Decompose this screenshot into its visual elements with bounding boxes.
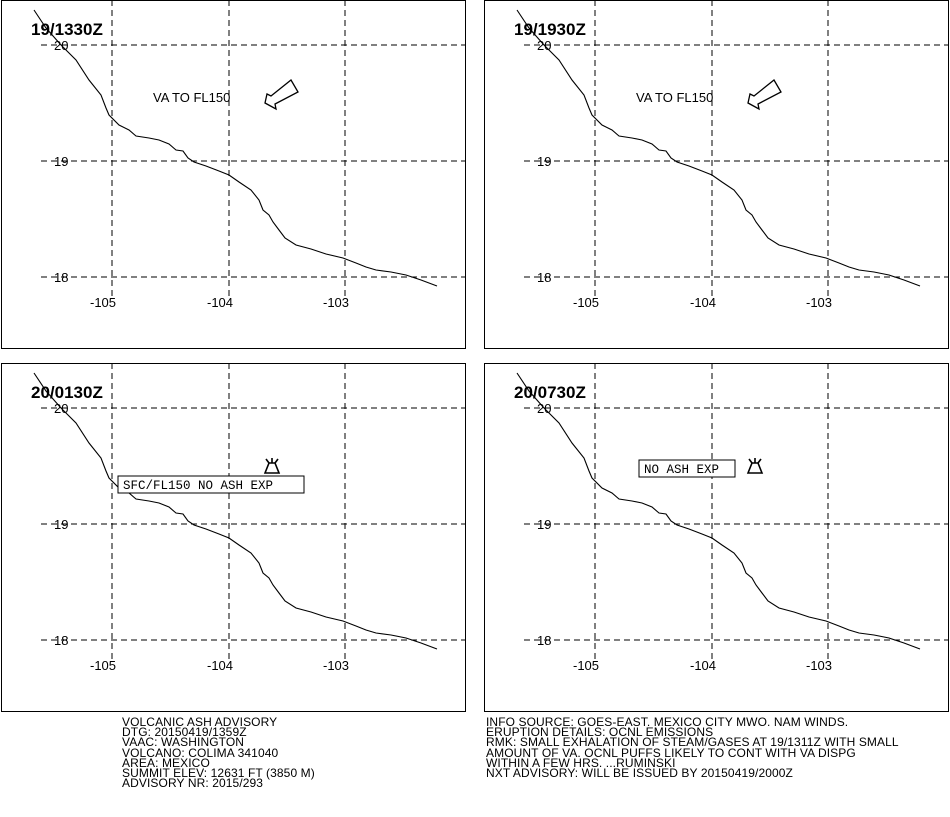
volcano-cone — [746, 462, 764, 474]
advisory-details-line: ERUPTION DETAILS: OCNL EMISSIONS — [486, 725, 714, 740]
latitude-label: 20 — [537, 401, 551, 416]
latitude-label: 20 — [54, 38, 68, 53]
latitude-label: 19 — [54, 517, 68, 532]
volcano-icon — [746, 458, 764, 474]
longitude-label: -103 — [323, 658, 349, 673]
advisory-details-block: INFO SOURCE: GOES-EAST. MEXICO CITY MWO.… — [486, 715, 899, 781]
coastline — [516, 372, 921, 650]
plume-arrow-icon — [747, 79, 782, 111]
advisory-details-line: AMOUNT OF VA. OCNL PUFFS LIKELY TO CONT … — [486, 745, 856, 760]
volcano-plume-strokes — [265, 458, 279, 464]
volcano-cone — [263, 462, 281, 474]
latitude-label: 18 — [537, 270, 551, 285]
advisory-details-line: INFO SOURCE: GOES-EAST. MEXICO CITY MWO.… — [486, 715, 849, 729]
panel-frame — [1, 363, 466, 712]
annotation-box — [117, 475, 305, 494]
advisory-header-line: VAAC: WASHINGTON — [122, 735, 245, 750]
longitude-label: -103 — [806, 295, 832, 310]
advisory-header-line: ADVISORY NR: 2015/293 — [122, 776, 264, 791]
advisory-details-line: RMK: SMALL EXHALATION OF STEAM/GASES AT … — [486, 735, 899, 750]
latitude-label: 18 — [537, 633, 551, 648]
advisory-header-line: AREA: MEXICO — [122, 755, 210, 770]
advisory-header-line: DTG: 20150419/1359Z — [122, 725, 247, 740]
annotation-text: VA TO FL150 — [636, 90, 713, 105]
longitude-label: -103 — [806, 658, 832, 673]
panel-time-label: 19/1930Z — [514, 20, 586, 39]
latitude-label: 18 — [54, 633, 68, 648]
coastline — [33, 9, 438, 287]
advisory-header-block: VOLCANIC ASH ADVISORY DTG: 20150419/1359Z… — [122, 715, 315, 791]
latitude-label: 19 — [537, 154, 551, 169]
advisory-header-line: VOLCANIC ASH ADVISORY — [122, 715, 278, 729]
volcano-icon — [263, 458, 281, 474]
longitude-label: -105 — [573, 658, 599, 673]
annotation-text: VA TO FL150 — [153, 90, 230, 105]
coastline — [516, 9, 921, 287]
latitude-label: 20 — [537, 38, 551, 53]
longitude-label: -104 — [207, 658, 233, 673]
longitude-label: -105 — [90, 295, 116, 310]
panel-time-label: 20/0130Z — [31, 383, 103, 402]
volcano-plume-strokes — [748, 458, 762, 464]
panel-time-label: 20/0730Z — [514, 383, 586, 402]
advisory-details-line: WITHIN A FEW HRS. ...RUMINSKI — [486, 755, 676, 770]
panel-time-label: 19/1330Z — [31, 20, 103, 39]
longitude-label: -104 — [690, 295, 716, 310]
annotation-text: NO ASH EXP — [644, 463, 719, 477]
latitude-label: 20 — [54, 401, 68, 416]
coastline — [33, 372, 438, 650]
longitude-label: -104 — [207, 295, 233, 310]
annotation-text: SFC/FL150 NO ASH EXP — [123, 479, 273, 493]
panel-frame — [484, 363, 949, 712]
panel-frame — [1, 0, 466, 349]
longitude-label: -104 — [690, 658, 716, 673]
longitude-label: -105 — [573, 295, 599, 310]
advisory-header-line: SUMMIT ELEV: 12631 FT (3850 M) — [122, 766, 315, 781]
panel-frame — [484, 0, 949, 349]
latitude-label: 19 — [537, 517, 551, 532]
longitude-label: -105 — [90, 658, 116, 673]
advisory-header-line: VOLCANO: COLIMA 341040 — [122, 745, 279, 760]
longitude-label: -103 — [323, 295, 349, 310]
annotation-box — [638, 459, 736, 478]
latitude-label: 18 — [54, 270, 68, 285]
advisory-details-line: NXT ADVISORY: WILL BE ISSUED BY 20150419… — [486, 766, 793, 781]
latitude-label: 19 — [54, 154, 68, 169]
plume-arrow-icon — [264, 79, 299, 111]
